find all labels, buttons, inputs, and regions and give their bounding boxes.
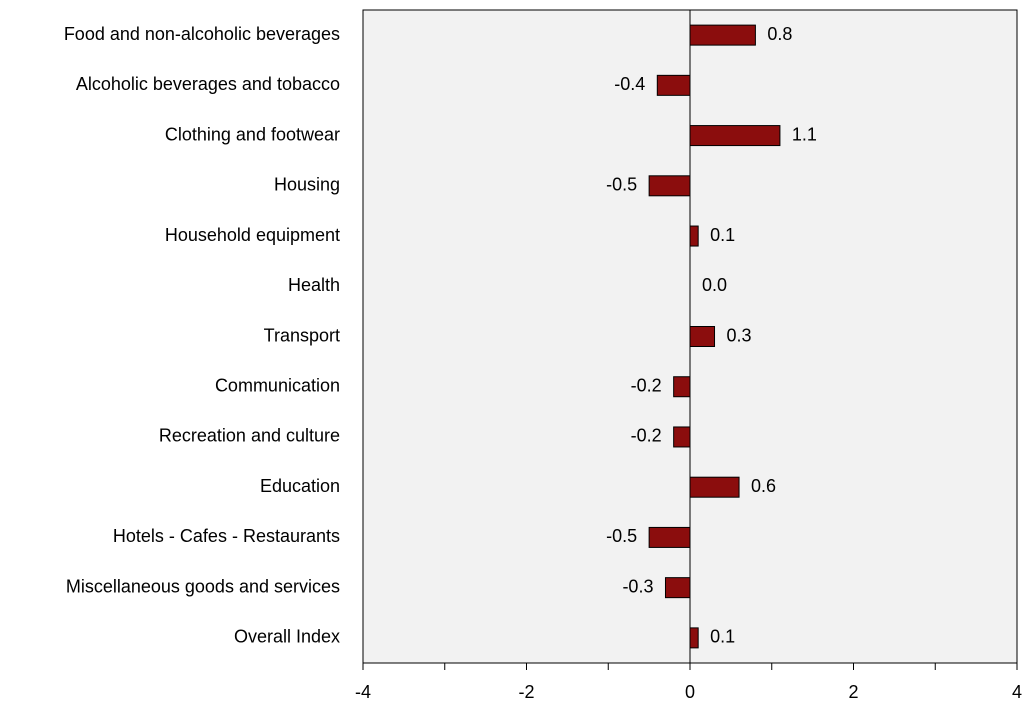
bar [648,175,691,197]
x-tick-label: 0 [685,682,695,702]
x-tick-label: -4 [355,682,371,702]
x-tick-label: -2 [518,682,534,702]
x-tick-label: 2 [848,682,858,702]
y-tick-label: Education [260,476,340,496]
y-tick-label: Household equipment [165,225,340,245]
y-tick-label: Communication [215,375,340,395]
bar [689,326,716,347]
value-label: 1.1 [792,124,817,144]
bar [689,225,699,247]
value-label: -0.2 [631,426,662,446]
x-tick-label: 4 [1012,682,1022,702]
bar [673,426,691,448]
bar [689,627,699,649]
value-label: 0.8 [767,24,792,44]
value-label: 0.1 [710,627,735,647]
y-tick-label: Hotels - Cafes - Restaurants [113,526,340,546]
bar [689,476,740,498]
y-tick-label: Food and non-alcoholic beverages [64,24,340,44]
value-label: 0.1 [710,225,735,245]
bar [673,376,691,398]
value-label: 0.6 [751,476,776,496]
value-label: 0.0 [702,275,727,295]
y-tick-label: Health [288,275,340,295]
value-label: -0.5 [606,175,637,195]
bar [648,526,691,548]
y-tick-label: Miscellaneous goods and services [66,576,340,596]
y-tick-label: Overall Index [234,627,340,647]
bar [656,74,691,96]
y-tick-label: Recreation and culture [159,426,340,446]
bar [689,24,756,46]
y-tick-label: Transport [264,325,340,345]
value-label: 0.3 [727,325,752,345]
y-tick-label: Housing [274,175,340,195]
y-tick-label: Alcoholic beverages and tobacco [76,74,340,94]
value-label: -0.2 [631,375,662,395]
bar [664,577,691,599]
value-label: -0.3 [622,576,653,596]
bar [689,125,781,147]
value-label: -0.5 [606,526,637,546]
value-label: -0.4 [614,74,645,94]
y-tick-label: Clothing and footwear [165,124,340,144]
